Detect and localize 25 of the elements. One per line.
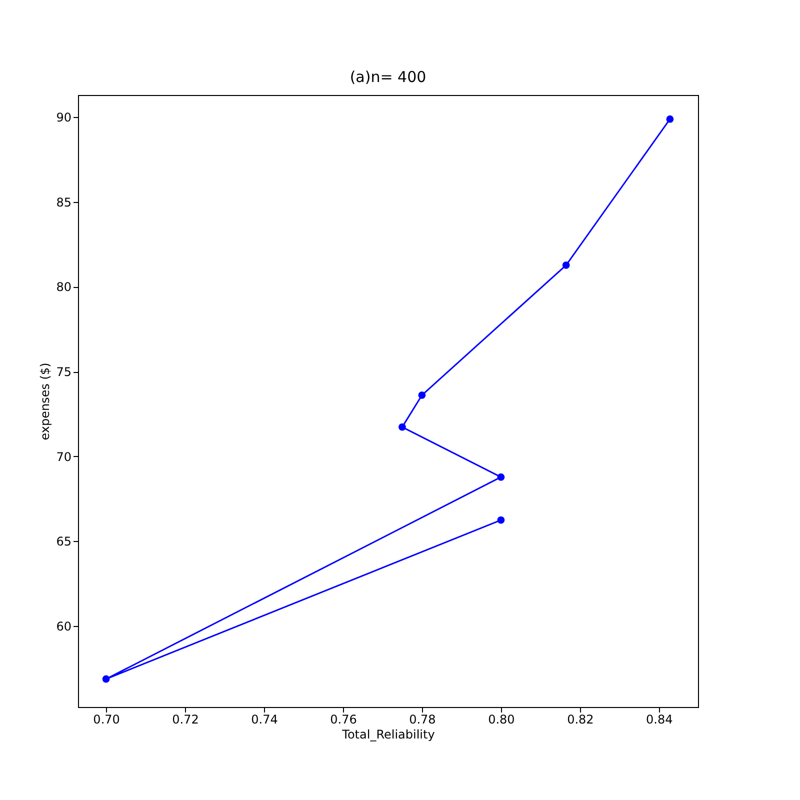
chart-title: (a)n= 400 [350, 68, 426, 86]
point [398, 423, 406, 431]
y-tick-label: 85 [56, 195, 72, 210]
x-tick-label: 0.80 [488, 712, 515, 726]
x-tick-label: 0.82 [567, 712, 594, 726]
x-tick-label: 0.76 [330, 712, 357, 726]
point [562, 261, 570, 269]
y-tick-label: 90 [56, 110, 72, 125]
y-tick-label: 70 [56, 450, 72, 464]
x-tick-label: 0.78 [409, 712, 436, 726]
y-tick-label: 60 [56, 620, 72, 634]
point [497, 516, 505, 524]
point [102, 675, 110, 683]
y-tick-label: 65 [56, 534, 72, 549]
point [418, 391, 426, 399]
x-tick-label: 0.72 [172, 712, 199, 726]
point [497, 473, 505, 481]
y-tick-label: 75 [56, 365, 72, 380]
y-tick-label: 80 [56, 280, 72, 294]
y-axis-title: expenses ($) [38, 362, 52, 440]
x-tick-label: 0.70 [93, 712, 120, 726]
point [666, 115, 674, 123]
x-axis-title: Total_Reliability [341, 728, 435, 742]
x-tick-label: 0.74 [251, 712, 278, 726]
x-tick-label: 0.84 [646, 712, 673, 726]
